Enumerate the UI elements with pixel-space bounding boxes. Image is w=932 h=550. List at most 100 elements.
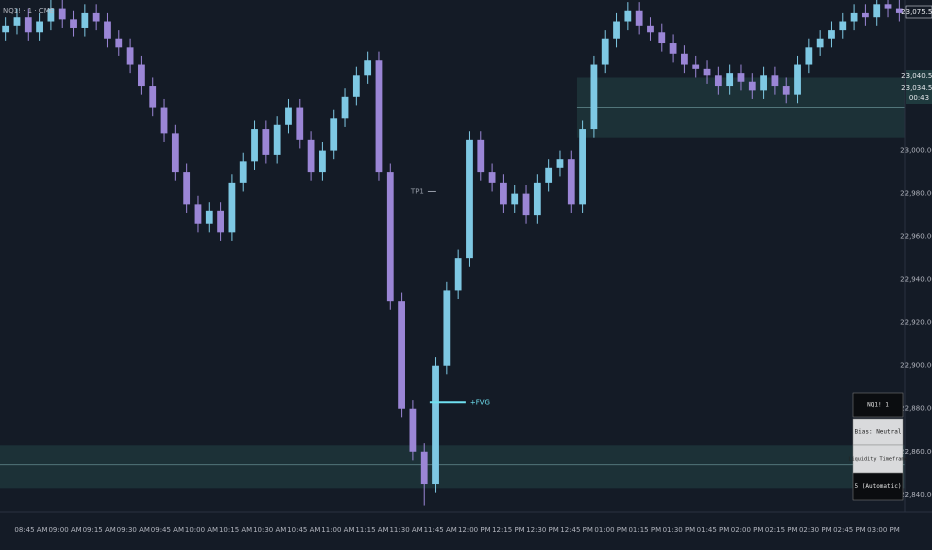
candle-body [160, 107, 168, 134]
x-tick-label: 11:15 AM [355, 526, 388, 534]
table-cell [852, 418, 904, 446]
candle-body [92, 12, 100, 22]
candle-body [432, 365, 439, 485]
candle-body [703, 68, 711, 76]
candle-body [330, 118, 338, 151]
candle-body [500, 182, 507, 205]
candle-body [307, 139, 315, 173]
candle-body [217, 210, 224, 233]
candle-body [2, 25, 10, 33]
price-tag-box [906, 92, 932, 104]
x-tick-label: 12:00 PM [458, 526, 491, 534]
candle-body [613, 21, 620, 39]
candle-body [681, 53, 688, 65]
x-tick-label: 10:15 AM [219, 526, 252, 534]
x-tick-label: 11:00 AM [321, 526, 354, 534]
x-tick-label: 01:00 PM [594, 526, 627, 534]
x-tick-label: 02:45 PM [833, 526, 866, 534]
candle-body [873, 4, 881, 18]
candle-body [466, 139, 473, 259]
y-tick-label: 22,840.00 [900, 491, 932, 499]
candle-body [635, 10, 643, 26]
x-tick-label: 09:30 AM [117, 526, 150, 534]
candle-body [375, 60, 383, 173]
x-tick-label: 01:45 PM [697, 526, 730, 534]
y-tick-label: 22,900.00 [900, 362, 932, 370]
x-tick-label: 10:30 AM [253, 526, 286, 534]
candle-body [895, 8, 903, 13]
candle-body [771, 75, 779, 87]
candle-body [533, 182, 541, 216]
candle-body [669, 43, 677, 54]
table-text: 5 (Automatic) [855, 483, 902, 490]
candle-body [850, 12, 858, 22]
price-tag-box [905, 5, 932, 19]
candle-body [36, 21, 43, 33]
liquidity-zone [0, 445, 905, 489]
candle-body [579, 129, 586, 205]
candle-body [149, 86, 157, 108]
candle-body [511, 193, 519, 205]
candle-body [760, 75, 767, 91]
candle-body [171, 133, 179, 173]
candle-body [24, 17, 32, 33]
y-tick-label: 22,960.00 [900, 233, 932, 241]
candle-body [692, 64, 700, 69]
candle-body [862, 12, 869, 18]
x-tick-label: 02:15 PM [765, 526, 798, 534]
x-tick-label: 08:45 AM [14, 526, 47, 534]
plot-area [0, 0, 905, 506]
candle-body [273, 124, 281, 155]
candle-body [737, 73, 745, 82]
candle-body [81, 12, 89, 28]
candle-body [47, 8, 55, 22]
candle-body [364, 60, 372, 76]
candle-body [13, 17, 21, 26]
candle-body [262, 129, 270, 155]
x-tick-label: 11:45 AM [424, 526, 457, 534]
candle-body [816, 38, 824, 48]
candle-body [794, 64, 801, 95]
candle-body [70, 19, 77, 28]
x-tick-label: 12:45 PM [560, 526, 593, 534]
candle-body [556, 159, 564, 168]
price-tag: 00:43 [909, 94, 929, 102]
x-tick-label: 09:45 AM [151, 526, 184, 534]
candle-body [352, 75, 360, 97]
x-tick-label: 09:15 AM [83, 526, 116, 534]
x-tick-label: 09:00 AM [48, 526, 81, 534]
candle-body [522, 193, 530, 216]
y-tick-label: 22,880.00 [900, 405, 932, 413]
price-tag: 23,040.50 [901, 72, 932, 80]
candle-body [104, 21, 111, 39]
candle-body [239, 161, 247, 183]
y-tick-label: 23,000.00 [900, 147, 932, 155]
candle-body [126, 47, 134, 65]
candle-body [805, 47, 813, 65]
table-text: NQ1! 1 [867, 402, 889, 409]
candle-body [386, 172, 394, 302]
candle-body [488, 172, 496, 183]
y-tick-label: 22,980.00 [900, 190, 932, 198]
candle-body [624, 10, 632, 22]
price-tag: 23,075.50 [901, 8, 932, 16]
candle-body [251, 129, 258, 162]
candle-body [409, 408, 417, 452]
chart-title: NQ1! · 1 · CME [3, 7, 54, 15]
y-tick-label: 22,860.00 [900, 448, 932, 456]
candle-body [183, 172, 191, 205]
candle-body [782, 86, 790, 95]
table-cell [852, 472, 904, 501]
candle-body [477, 139, 485, 173]
price-tag: 23,034.50 [901, 84, 932, 92]
table-cell [852, 444, 904, 474]
candle-body [567, 159, 575, 205]
x-tick-label: 01:30 PM [663, 526, 696, 534]
y-tick-label: 22,920.00 [900, 319, 932, 327]
table-text: Liquidity Timeframe [848, 457, 907, 463]
table-text: Bias: Neutral [855, 429, 902, 436]
candle-body [884, 4, 892, 9]
candle-body [205, 210, 213, 224]
x-tick-label: 10:45 AM [287, 526, 320, 534]
candle-body [714, 75, 722, 87]
